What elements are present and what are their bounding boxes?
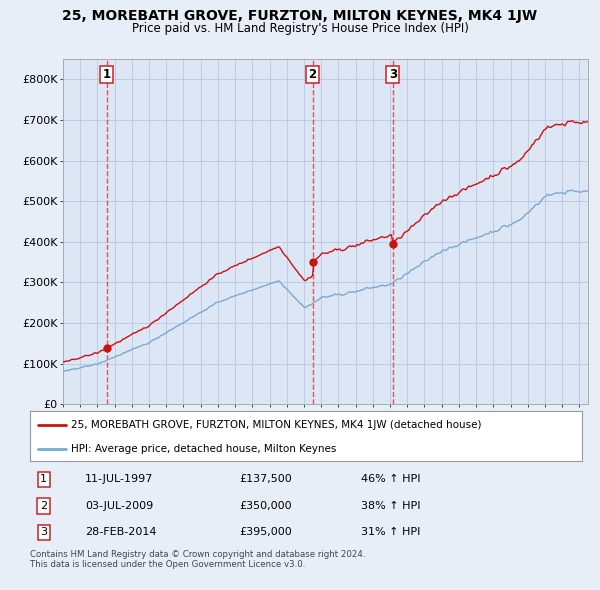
- Text: 3: 3: [40, 527, 47, 537]
- Text: £350,000: £350,000: [240, 501, 292, 511]
- Text: 31% ↑ HPI: 31% ↑ HPI: [361, 527, 421, 537]
- Text: 11-JUL-1997: 11-JUL-1997: [85, 474, 154, 484]
- Text: 38% ↑ HPI: 38% ↑ HPI: [361, 501, 421, 511]
- Text: HPI: Average price, detached house, Milton Keynes: HPI: Average price, detached house, Milt…: [71, 444, 337, 454]
- Text: 25, MOREBATH GROVE, FURZTON, MILTON KEYNES, MK4 1JW: 25, MOREBATH GROVE, FURZTON, MILTON KEYN…: [62, 9, 538, 23]
- Text: 2: 2: [40, 501, 47, 511]
- Text: 1: 1: [40, 474, 47, 484]
- Text: 46% ↑ HPI: 46% ↑ HPI: [361, 474, 421, 484]
- Text: 1: 1: [103, 68, 110, 81]
- Text: 3: 3: [389, 68, 397, 81]
- Text: 28-FEB-2014: 28-FEB-2014: [85, 527, 157, 537]
- Text: 25, MOREBATH GROVE, FURZTON, MILTON KEYNES, MK4 1JW (detached house): 25, MOREBATH GROVE, FURZTON, MILTON KEYN…: [71, 419, 482, 430]
- Text: £395,000: £395,000: [240, 527, 293, 537]
- Text: Price paid vs. HM Land Registry's House Price Index (HPI): Price paid vs. HM Land Registry's House …: [131, 22, 469, 35]
- Text: £137,500: £137,500: [240, 474, 293, 484]
- Text: Contains HM Land Registry data © Crown copyright and database right 2024.
This d: Contains HM Land Registry data © Crown c…: [30, 550, 365, 569]
- Text: 03-JUL-2009: 03-JUL-2009: [85, 501, 154, 511]
- Text: 2: 2: [308, 68, 317, 81]
